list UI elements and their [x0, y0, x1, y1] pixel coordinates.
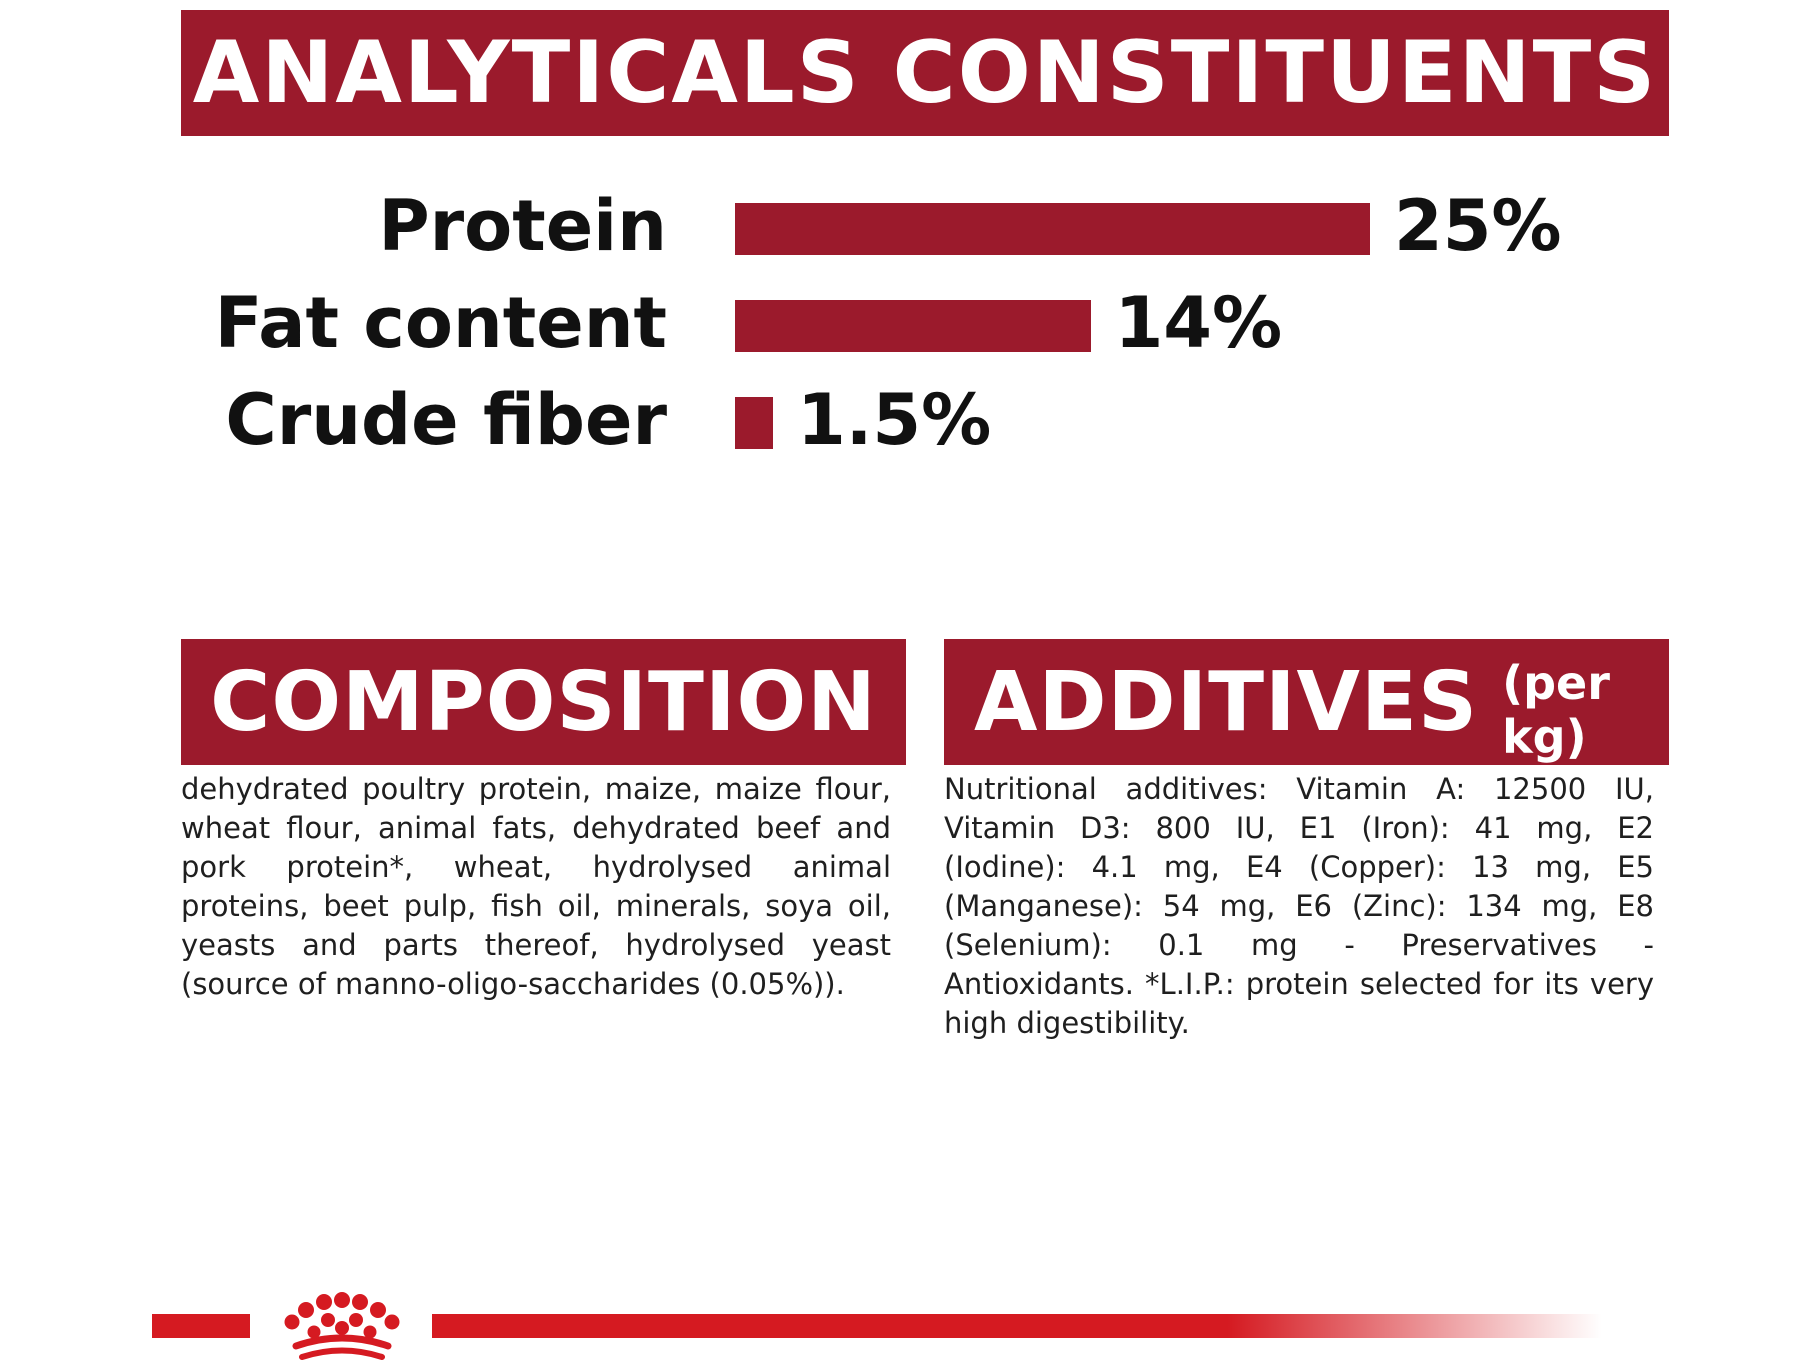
footer-line-right [432, 1314, 1602, 1338]
fat-content-bar [735, 300, 1091, 352]
composition-banner: COMPOSITION [181, 639, 906, 765]
crown-icon [284, 1292, 400, 1360]
crude-fiber-value: 1.5% [797, 379, 992, 461]
footer-brand-line [0, 1290, 1817, 1362]
composition-text: dehydrated poultry protein, maize, maize… [181, 772, 891, 1001]
footer-line-left [152, 1314, 250, 1338]
fat-content-value: 14% [1114, 282, 1283, 364]
protein-row: Protein 25% [0, 176, 1817, 276]
protein-label: Protein [378, 185, 667, 267]
analytical-constituents-title: ANALYTICALS CONSTITUENTS [192, 23, 1658, 123]
analytical-constituents-banner: ANALYTICALS CONSTITUENTS [181, 10, 1669, 136]
fat-content-row: Fat content 14% [0, 273, 1817, 373]
crude-fiber-row: Crude fiber 1.5% [0, 370, 1817, 470]
composition-title: COMPOSITION [210, 654, 877, 750]
additives-banner: ADDITIVES (per kg) [944, 639, 1669, 765]
fat-content-label: Fat content [214, 282, 667, 364]
crude-fiber-label: Crude fiber [225, 379, 667, 461]
crude-fiber-bar [735, 397, 774, 449]
additives-title: ADDITIVES [974, 654, 1479, 750]
protein-value: 25% [1394, 185, 1562, 267]
additives-subtitle: (per kg) [1502, 656, 1610, 764]
additives-text: Nutritional additives: Vitamin A: 12500 … [944, 772, 1654, 1040]
protein-bar [735, 203, 1370, 255]
